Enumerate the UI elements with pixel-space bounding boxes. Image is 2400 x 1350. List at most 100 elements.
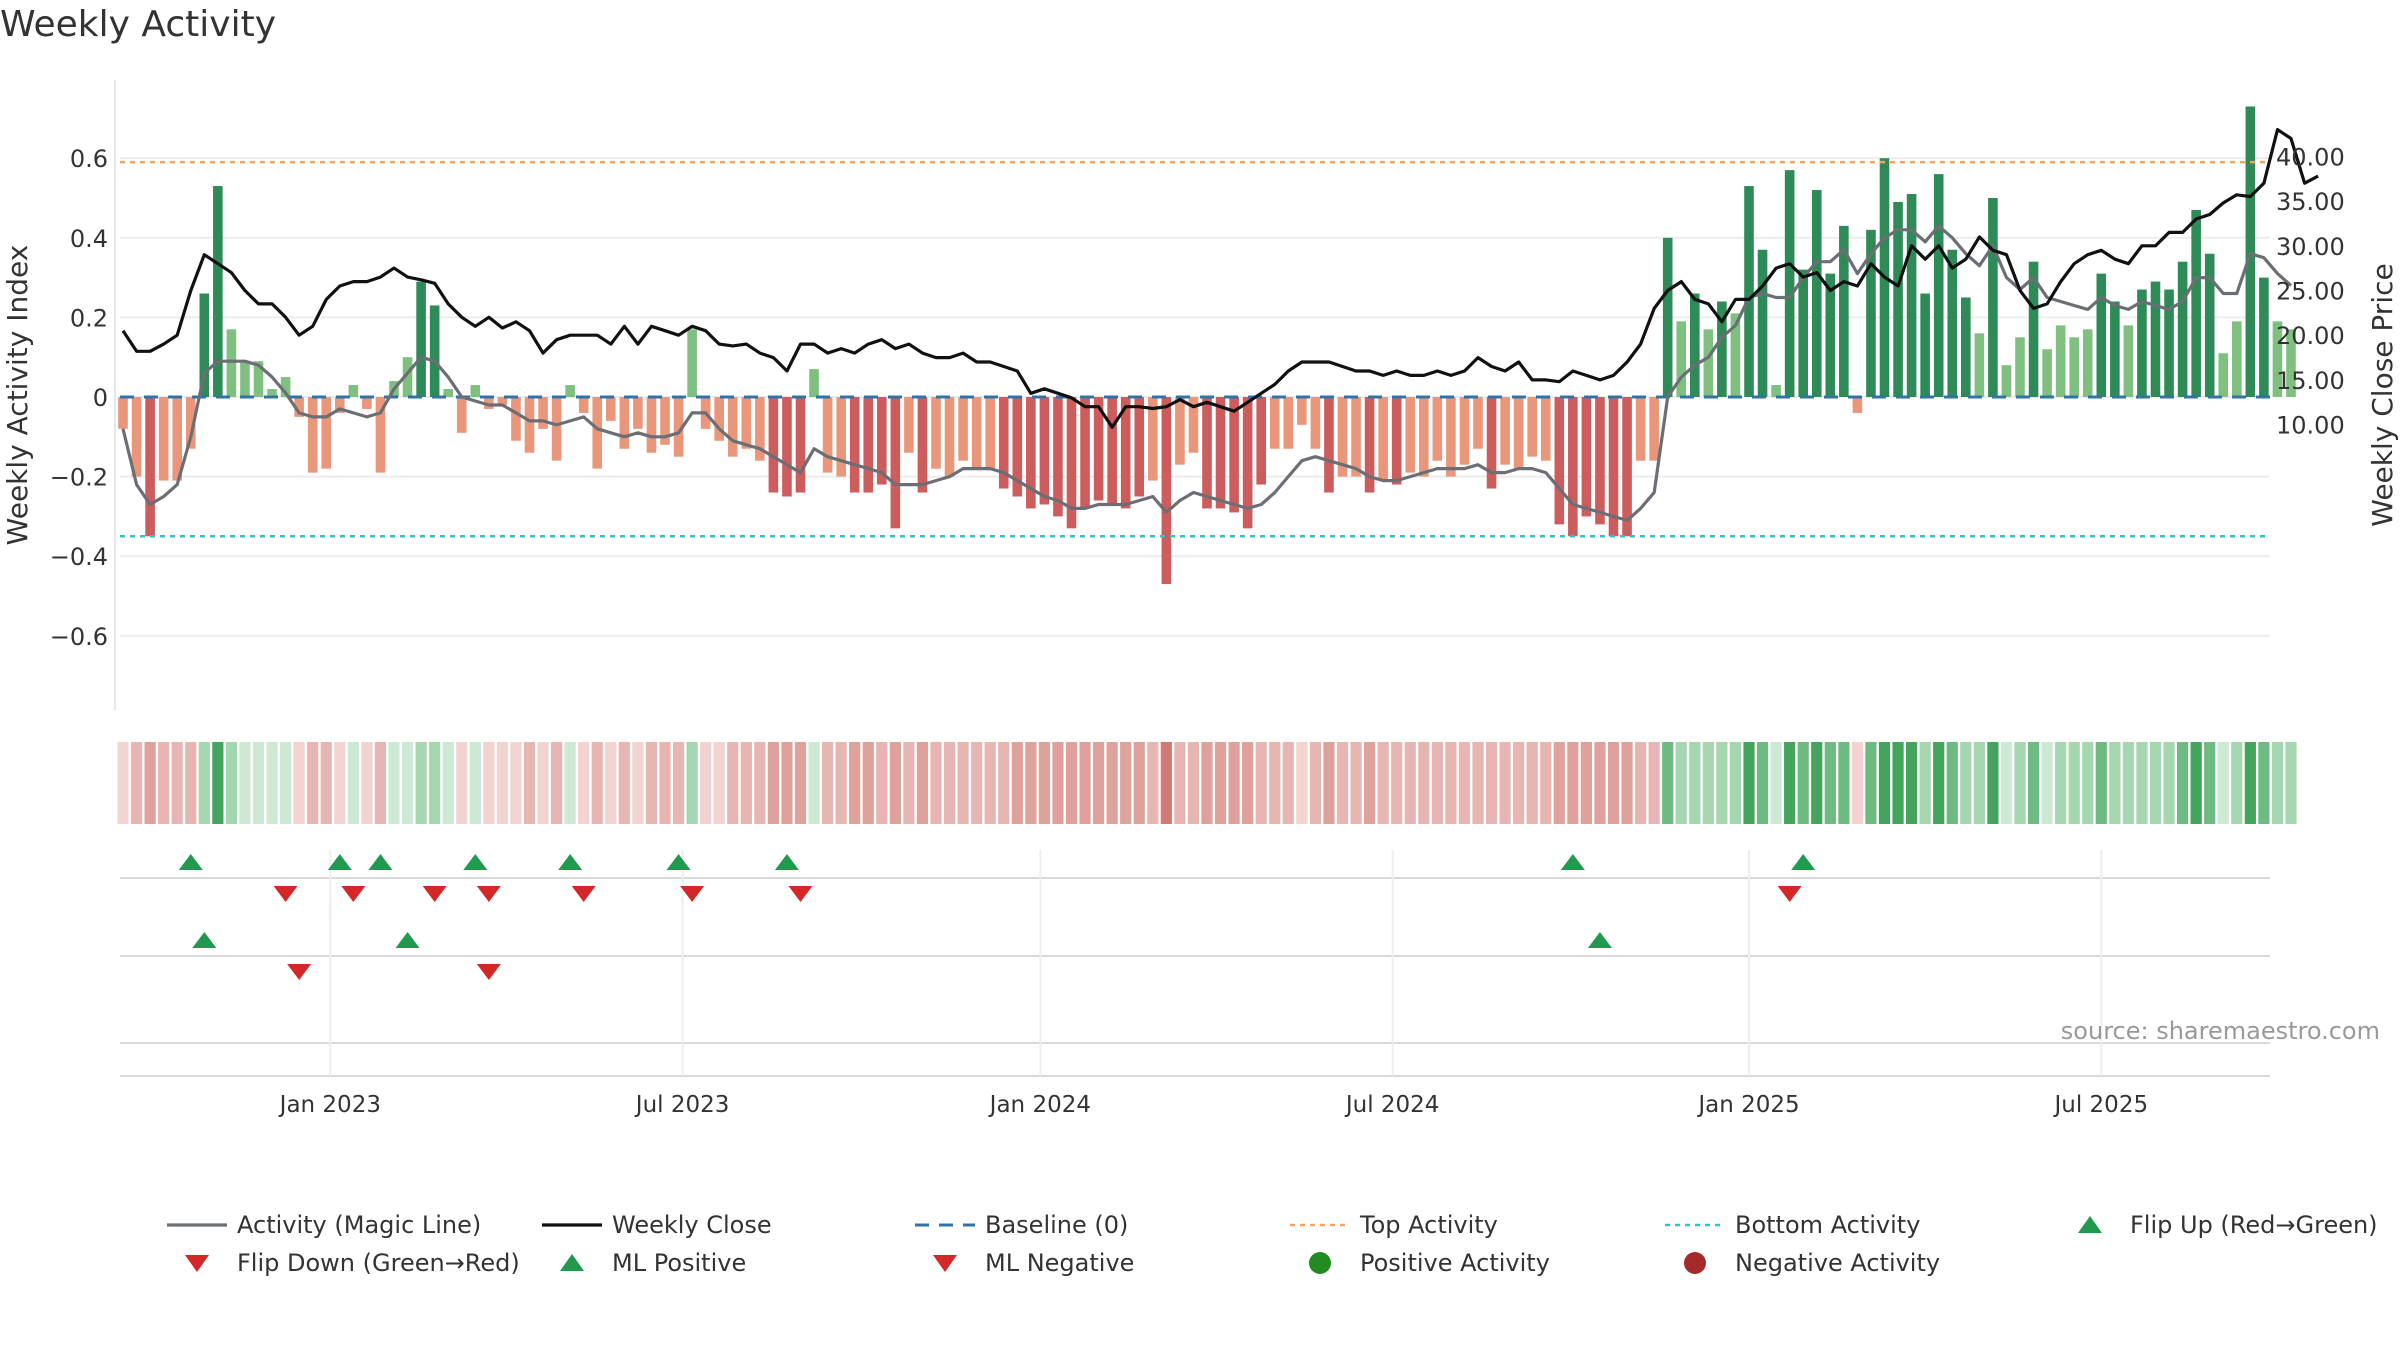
heat-cell: [1364, 742, 1376, 824]
y-tick-left: 0.2: [70, 304, 108, 332]
heat-cell: [2204, 742, 2216, 824]
flip-down-marker: [1777, 886, 1802, 902]
heat-cell: [767, 742, 779, 824]
activity-bar: [1120, 397, 1131, 509]
heat-cell: [1499, 742, 1511, 824]
heat-cell: [1377, 742, 1389, 824]
heat-cell: [1919, 742, 1931, 824]
activity-bar: [673, 397, 684, 457]
flip-up-marker: [463, 854, 488, 870]
activity-bar: [538, 397, 548, 429]
activity-bar: [1933, 174, 1944, 397]
activity-bar: [1473, 397, 1483, 449]
activity-bar: [172, 397, 182, 481]
activity-bar: [795, 397, 806, 493]
heat-cell: [1607, 742, 1620, 824]
legend-label: Activity (Magic Line): [237, 1211, 481, 1239]
heat-cell: [1445, 742, 1457, 824]
heat-cell: [1011, 742, 1023, 824]
heat-cell: [1214, 742, 1227, 824]
activity-bar: [2069, 337, 2079, 397]
activity-bar: [185, 397, 196, 449]
flip-down-marker: [422, 886, 447, 902]
activity-bar: [606, 397, 616, 421]
activity-bar: [768, 397, 779, 493]
activity-bar: [1053, 397, 1063, 517]
y-tick-right: 25.00: [2276, 278, 2345, 306]
activity-bar: [2204, 253, 2215, 397]
activity-bar: [633, 397, 643, 429]
heat-cell: [1160, 742, 1172, 824]
heat-cell: [605, 742, 617, 824]
activity-bar: [456, 397, 467, 433]
heat-cell: [1323, 742, 1335, 824]
heat-cell: [835, 742, 847, 824]
activity-bar: [755, 397, 765, 461]
activity-bar: [944, 397, 955, 477]
activity-bar: [1730, 313, 1741, 397]
activity-bar: [416, 281, 426, 397]
activity-bar: [2110, 301, 2120, 397]
heat-cell: [1269, 742, 1281, 824]
y-tick-left: 0.4: [70, 225, 108, 253]
heat-cell: [388, 742, 400, 824]
heat-cell: [591, 742, 603, 824]
activity-bar: [118, 397, 128, 429]
heat-cell: [1662, 742, 1674, 824]
heat-cell: [523, 742, 536, 824]
activity-bar: [1269, 397, 1280, 449]
legend-negative-dot-icon: [1684, 1252, 1706, 1274]
legend-label: Top Activity: [1359, 1211, 1498, 1239]
legend-label: Weekly Close: [612, 1211, 772, 1239]
activity-bar: [131, 397, 142, 477]
activity-bar: [2082, 329, 2093, 397]
flip-up-marker: [178, 854, 203, 870]
activity-bar: [1757, 249, 1768, 397]
heat-cell: [1120, 742, 1132, 824]
legend-label: Positive Activity: [1360, 1249, 1550, 1277]
ml-positive-marker: [192, 932, 217, 948]
activity-bar: [2191, 209, 2201, 397]
heat-cell: [1309, 742, 1321, 824]
activity-bar: [1242, 397, 1253, 529]
activity-bar: [2028, 261, 2039, 397]
activity-bar: [619, 397, 630, 449]
heat-cell: [2285, 742, 2297, 824]
ml-positive-marker: [395, 932, 420, 948]
activity-bar: [727, 397, 738, 457]
source-attribution: source: sharemaestro.com: [2061, 1017, 2380, 1045]
activity-bar: [1947, 249, 1958, 397]
heat-cell: [1689, 742, 1701, 824]
heat-cell: [645, 742, 658, 824]
activity-bar: [782, 397, 792, 497]
x-tick-label: Jan 2024: [988, 1092, 1091, 1118]
legend-triangle-down-icon: [933, 1255, 957, 1272]
activity-bar: [1635, 397, 1646, 461]
activity-bar: [565, 385, 575, 397]
heat-cell: [1851, 742, 1863, 824]
activity-bar: [1825, 273, 1836, 397]
y-tick-right: 40.00: [2276, 143, 2345, 171]
heat-cell: [1052, 742, 1064, 824]
activity-bar: [1351, 397, 1361, 477]
activity-heat-strip: [117, 742, 2297, 824]
heat-cell: [740, 742, 752, 824]
heat-cell: [266, 742, 278, 824]
activity-bar: [1039, 397, 1050, 505]
heat-cell: [361, 742, 373, 824]
heat-cell: [2136, 742, 2148, 824]
activity-bar: [1961, 297, 1971, 397]
flip-up-marker: [1560, 854, 1585, 870]
activity-bar: [294, 397, 304, 417]
legend-label: ML Negative: [985, 1249, 1134, 1277]
activity-bar: [1703, 329, 1714, 397]
heat-cell: [578, 742, 590, 824]
activity-bar: [877, 397, 887, 485]
heat-cell: [1174, 742, 1186, 824]
heat-cell: [1553, 742, 1565, 824]
heat-cell: [334, 742, 346, 824]
activity-bar: [904, 397, 914, 453]
heat-cell: [1431, 742, 1443, 824]
heat-cell: [1892, 742, 1904, 824]
activity-bar: [199, 293, 210, 397]
